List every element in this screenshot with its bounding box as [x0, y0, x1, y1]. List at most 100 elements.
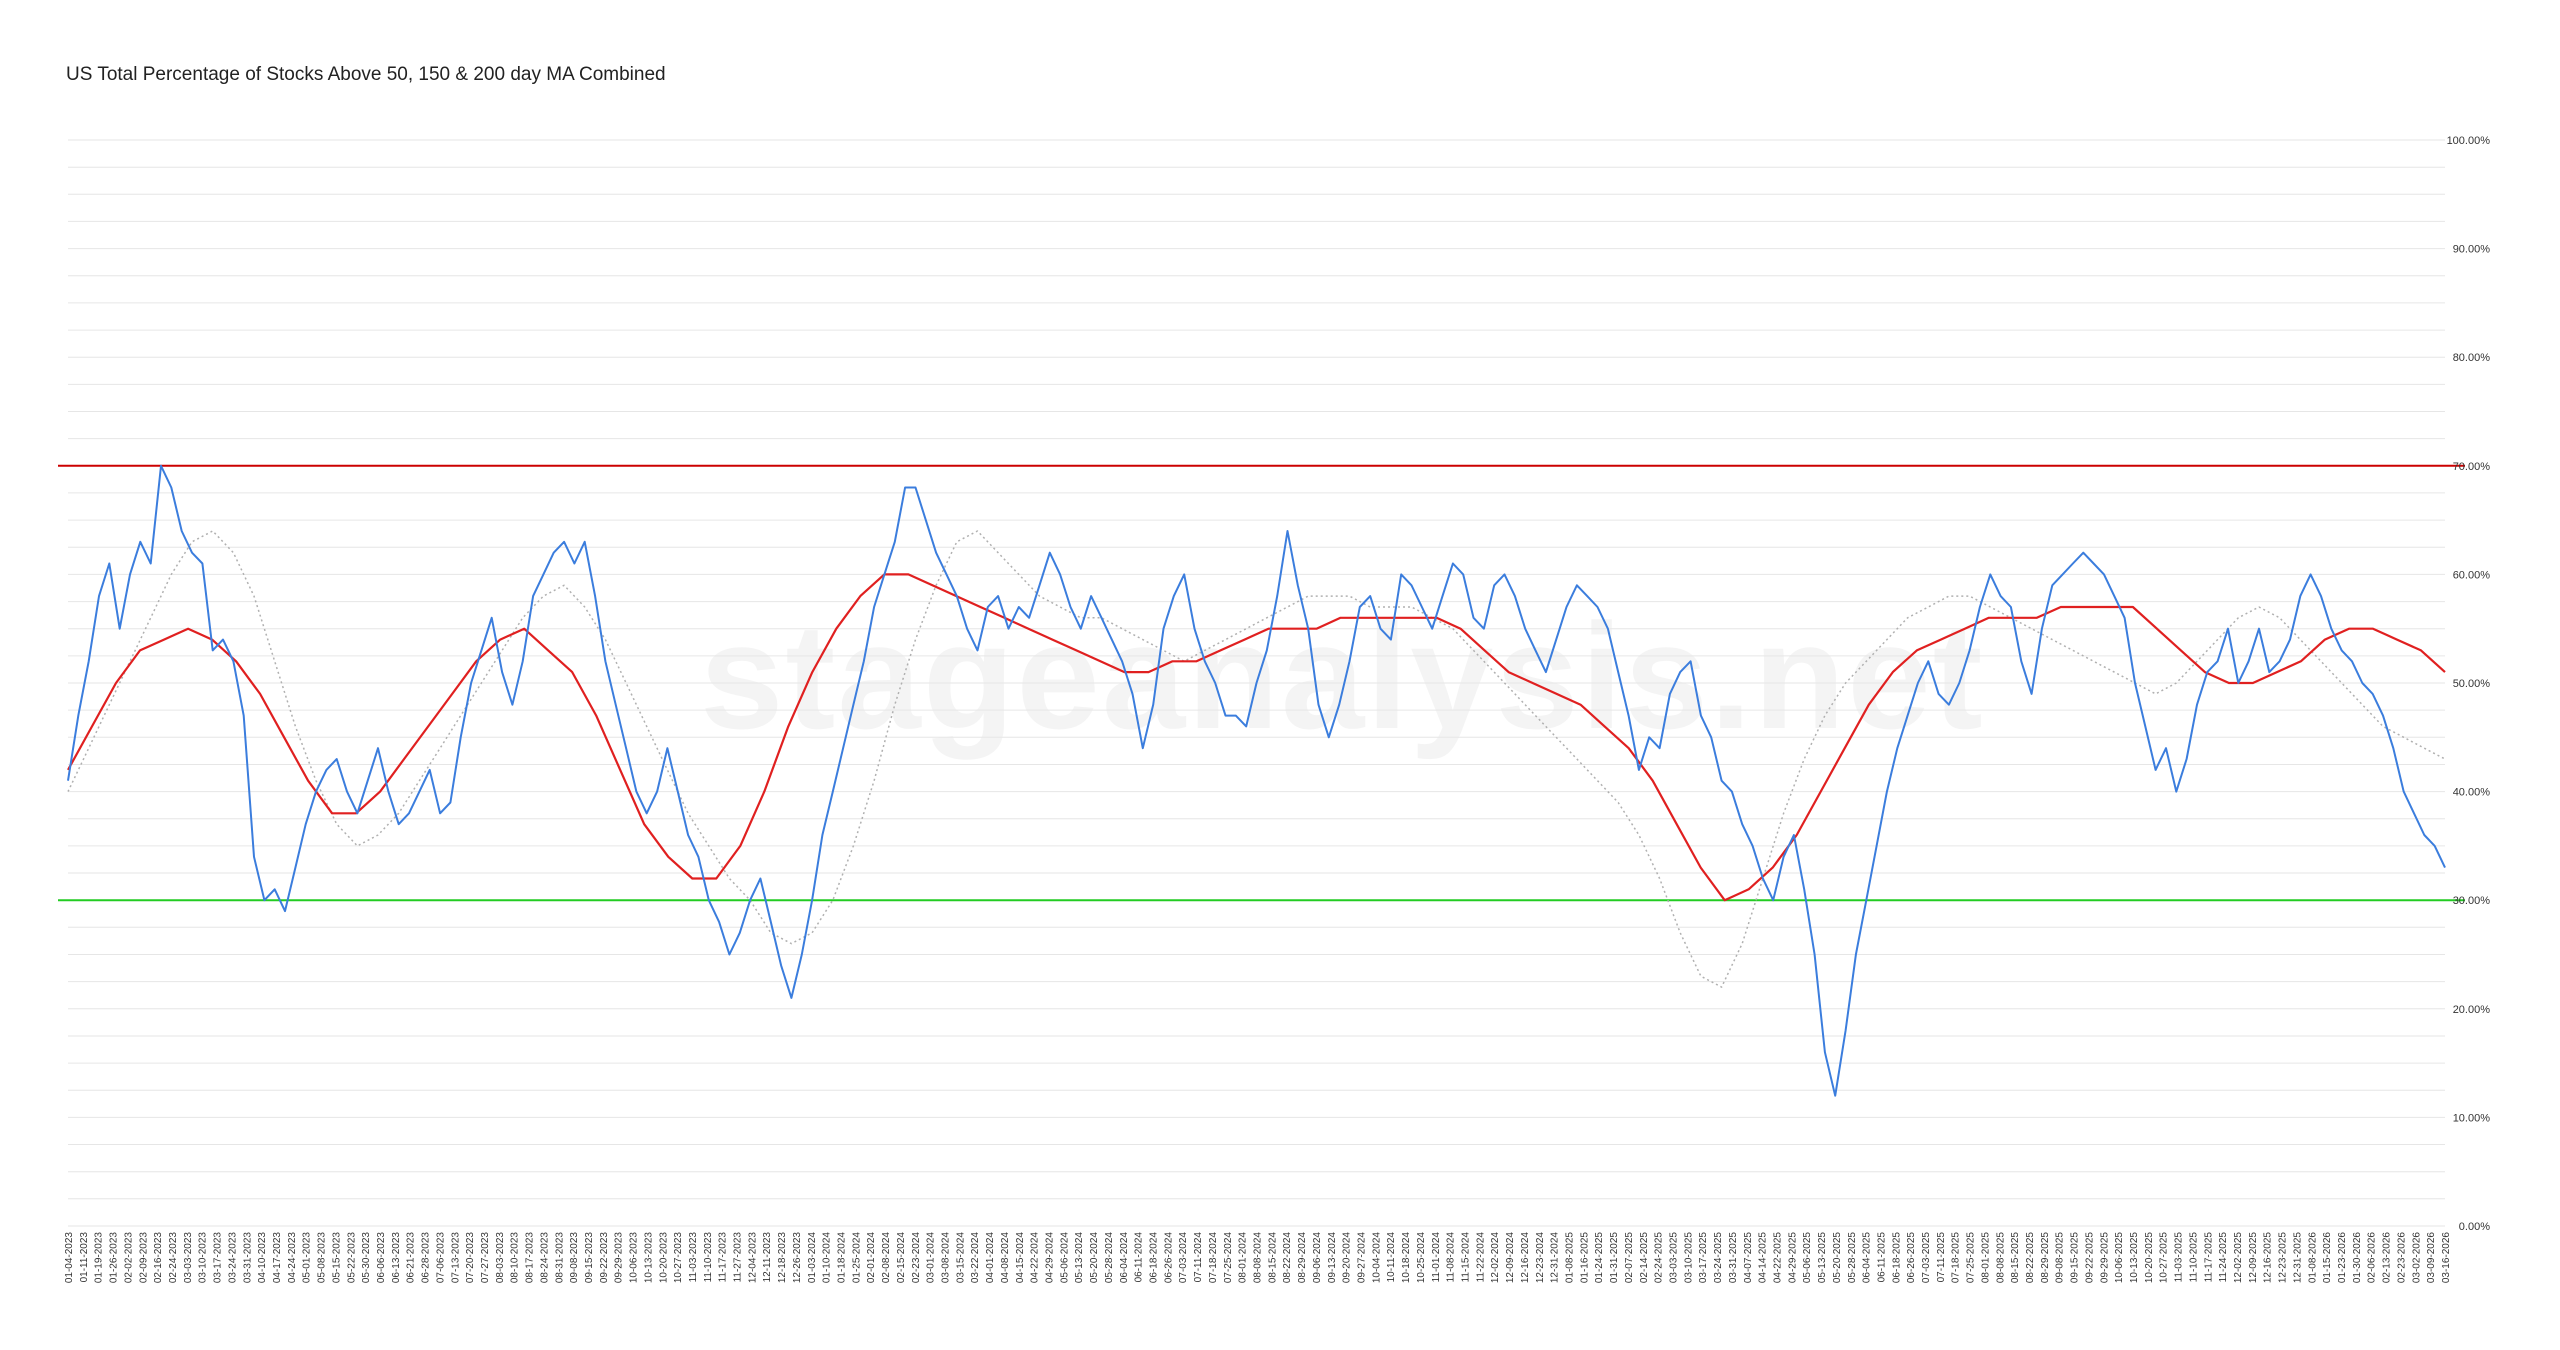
- x-tick-label: 01-08-2025: [1565, 1232, 1576, 1284]
- y-tick-label: 40.00%: [2453, 787, 2491, 799]
- x-tick-label: 10-27-2025: [2159, 1232, 2170, 1284]
- x-tick-label: 11-10-2023: [703, 1232, 714, 1283]
- y-tick-label: 30.00%: [2453, 895, 2491, 907]
- x-tick-label: 12-16-2024: [1520, 1232, 1531, 1284]
- x-tick-label: 10-11-2024: [1386, 1232, 1397, 1283]
- x-tick-label: 05-06-2025: [1802, 1232, 1813, 1284]
- x-tick-label: 08-31-2023: [554, 1232, 565, 1284]
- x-tick-label: 03-22-2024: [970, 1232, 981, 1284]
- y-tick-label: 10.00%: [2453, 1112, 2491, 1124]
- x-tick-label: 07-27-2023: [480, 1232, 491, 1284]
- x-tick-label: 10-20-2023: [658, 1232, 669, 1284]
- x-tick-label: 03-03-2023: [183, 1232, 194, 1284]
- x-tick-label: 02-24-2023: [168, 1232, 179, 1284]
- x-tick-label: 01-04-2023: [64, 1232, 75, 1284]
- x-tick-label: 11-17-2023: [718, 1232, 729, 1283]
- x-tick-label: 03-24-2023: [227, 1232, 238, 1284]
- x-tick-label: 08-15-2024: [1267, 1232, 1278, 1284]
- x-tick-label: 03-01-2024: [926, 1232, 937, 1284]
- y-axis-ticks: 0.00% 10.00% 20.00% 30.00% 40.00% 50.00% 60.00…: [2447, 135, 2491, 1233]
- x-tick-label: 07-18-2025: [1951, 1232, 1962, 1284]
- x-tick-label: 04-15-2024: [1015, 1232, 1026, 1284]
- x-tick-label: 04-24-2023: [287, 1232, 298, 1284]
- x-tick-label: 03-31-2025: [1728, 1232, 1739, 1284]
- x-tick-label: 02-15-2024: [896, 1232, 907, 1284]
- x-tick-label: 07-25-2025: [1966, 1232, 1977, 1284]
- x-tick-label: 11-03-2025: [2174, 1232, 2185, 1283]
- x-tick-label: 01-23-2026: [2337, 1232, 2348, 1284]
- series-line: [67, 573, 2446, 902]
- x-tick-label: 03-31-2023: [242, 1232, 253, 1284]
- x-tick-label: 01-08-2026: [2307, 1232, 2318, 1284]
- x-tick-label: 12-23-2024: [1535, 1232, 1546, 1284]
- x-tick-label: 01-24-2025: [1594, 1232, 1605, 1284]
- x-tick-label: 04-07-2025: [1743, 1232, 1754, 1284]
- x-tick-label: 12-26-2023: [792, 1232, 803, 1284]
- x-tick-label: 04-01-2024: [985, 1232, 996, 1284]
- y-tick-label: 70.00%: [2453, 461, 2491, 473]
- x-tick-label: 02-06-2026: [2367, 1232, 2378, 1284]
- x-tick-label: 02-07-2025: [1624, 1232, 1635, 1284]
- x-tick-label: 11-08-2024: [1446, 1232, 1457, 1283]
- x-tick-label: 09-29-2025: [2099, 1232, 2110, 1284]
- x-tick-label: 09-22-2023: [599, 1232, 610, 1284]
- x-tick-label: 10-27-2023: [673, 1232, 684, 1284]
- series-line: [67, 530, 2446, 988]
- x-tick-label: 02-01-2024: [866, 1232, 877, 1284]
- x-tick-label: 09-15-2025: [2070, 1232, 2081, 1284]
- y-tick-label: 60.00%: [2453, 569, 2491, 581]
- x-tick-label: 02-13-2026: [2382, 1232, 2393, 1284]
- x-tick-label: 10-18-2024: [1401, 1232, 1412, 1284]
- x-tick-label: 04-17-2023: [272, 1232, 283, 1284]
- x-tick-label: 04-29-2024: [1045, 1232, 1056, 1284]
- x-tick-label: 12-04-2023: [747, 1232, 758, 1284]
- x-tick-label: 05-28-2025: [1847, 1232, 1858, 1284]
- x-tick-label: 06-11-2024: [1134, 1232, 1145, 1283]
- x-tick-label: 02-24-2025: [1654, 1232, 1665, 1284]
- x-tick-label: 08-15-2025: [2010, 1232, 2021, 1284]
- x-tick-label: 08-08-2024: [1253, 1232, 1264, 1284]
- x-tick-label: 08-08-2025: [1995, 1232, 2006, 1284]
- x-tick-label: 11-03-2023: [688, 1232, 699, 1283]
- x-tick-label: 06-06-2023: [376, 1232, 387, 1284]
- x-tick-label: 07-11-2024: [1193, 1232, 1204, 1283]
- x-tick-label: 06-26-2024: [1163, 1232, 1174, 1284]
- watermark: stageanalysis.net: [700, 590, 1985, 763]
- x-tick-label: 10-06-2023: [629, 1232, 640, 1284]
- x-tick-label: 02-09-2023: [138, 1232, 149, 1284]
- y-tick-label: 0.00%: [2459, 1221, 2490, 1233]
- x-tick-label: 07-03-2025: [1921, 1232, 1932, 1284]
- x-tick-label: 03-16-2026: [2441, 1232, 2452, 1284]
- x-tick-label: 01-26-2023: [109, 1232, 120, 1284]
- x-tick-label: 09-22-2025: [2084, 1232, 2095, 1284]
- x-tick-label: 07-25-2024: [1223, 1232, 1234, 1284]
- x-tick-label: 12-31-2024: [1550, 1232, 1561, 1284]
- x-tick-label: 09-15-2023: [584, 1232, 595, 1284]
- x-tick-label: 06-21-2023: [406, 1232, 417, 1284]
- x-tick-label: 12-23-2025: [2278, 1232, 2289, 1284]
- y-tick-label: 80.00%: [2453, 352, 2491, 364]
- x-tick-label: 01-18-2024: [837, 1232, 848, 1284]
- x-tick-label: 09-08-2023: [569, 1232, 580, 1284]
- x-tick-label: 10-04-2024: [1371, 1232, 1382, 1284]
- x-tick-label: 06-18-2025: [1891, 1232, 1902, 1284]
- x-tick-label: 12-31-2025: [2292, 1232, 2303, 1284]
- x-tick-label: 10-25-2024: [1416, 1232, 1427, 1284]
- x-tick-label: 06-04-2025: [1862, 1232, 1873, 1284]
- x-tick-label: 12-02-2025: [2233, 1232, 2244, 1284]
- x-tick-label: 05-28-2024: [1104, 1232, 1115, 1284]
- y-tick-label: 50.00%: [2453, 678, 2491, 690]
- x-tick-label: 05-06-2024: [1059, 1232, 1070, 1284]
- x-tick-label: 11-27-2023: [733, 1232, 744, 1283]
- x-tick-label: 03-24-2025: [1713, 1232, 1724, 1284]
- x-tick-label: 07-20-2023: [465, 1232, 476, 1284]
- x-tick-label: 10-13-2023: [643, 1232, 654, 1284]
- x-tick-label: 04-29-2025: [1787, 1232, 1798, 1284]
- x-tick-label: 12-16-2025: [2263, 1232, 2274, 1284]
- x-tick-label: 06-04-2024: [1119, 1232, 1130, 1284]
- chart-title: US Total Percentage of Stocks Above 50, …: [66, 64, 666, 85]
- x-tick-label: 01-11-2023: [79, 1232, 90, 1283]
- x-tick-label: 03-09-2026: [2426, 1232, 2437, 1284]
- x-tick-label: 01-31-2025: [1609, 1232, 1620, 1284]
- x-tick-label: 08-22-2024: [1282, 1232, 1293, 1284]
